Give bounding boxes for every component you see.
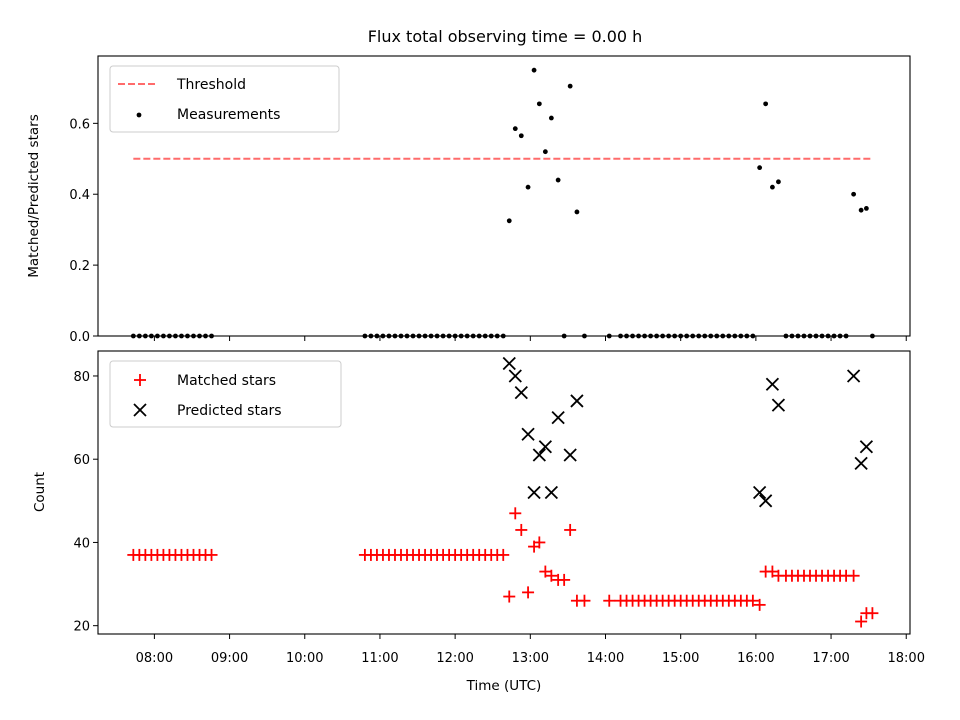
matched-star-point [205, 548, 218, 561]
x-tick-label: 11:00 [361, 651, 398, 666]
measurement-point [757, 165, 763, 171]
matched-star-point [539, 565, 552, 578]
predicted-star-point [752, 485, 767, 500]
x-tick-label: 13:00 [512, 651, 549, 666]
measurement-point [555, 177, 561, 183]
predicted-star-point [538, 440, 552, 454]
predicted-star-point [570, 394, 584, 408]
bottom-panel: 20 40 60 80 08:00 09:00 10:00 11:00 12:00 13:00 1… [32, 350, 925, 694]
legend-matched-swatch [134, 374, 146, 386]
measurement-point [525, 184, 531, 190]
predicted-star-point [854, 456, 868, 471]
bottom-y-axis: 20 40 60 80 [73, 370, 98, 635]
chart-title: Flux total observing time = 0.00 h [368, 27, 643, 46]
bottom-y-tick-label: 80 [73, 370, 90, 385]
top-panel: 0.0 0.2 0.4 0.6 Matched/Predicted stars Thr… [26, 55, 911, 345]
predicted-star-point [532, 448, 546, 462]
matched-star-point [509, 507, 522, 520]
matched-star-point [746, 594, 759, 607]
predicted-star-point [759, 494, 773, 508]
legend-threshold-label: Threshold [176, 77, 246, 93]
measurement-point [506, 218, 512, 224]
measurement-point [567, 83, 573, 89]
predicted-star-point [859, 440, 874, 454]
top-y-tick-label: 0.0 [69, 330, 90, 345]
top-y-axis: 0.0 0.2 0.4 0.6 [69, 117, 98, 345]
matched-star-point [564, 523, 577, 536]
matched-star-point [545, 569, 558, 582]
measurement-point [531, 67, 537, 73]
bottom-y-tick-label: 20 [73, 620, 90, 635]
matched-star-point [855, 615, 868, 628]
measurement-point [776, 179, 781, 185]
matched-star-point [558, 573, 571, 586]
predicted-star-point [521, 427, 535, 441]
legend-measurements-label: Measurements [177, 107, 280, 123]
matched-star-point [847, 569, 860, 582]
predicted-star-point [765, 377, 780, 391]
measurement-point [863, 206, 869, 211]
matched-star-point [522, 586, 535, 599]
bottom-y-tick-label: 40 [73, 536, 90, 551]
x-axis-label: Time (UTC) [466, 678, 542, 694]
matched-star-point [497, 548, 510, 561]
x-tick-label: 09:00 [211, 651, 248, 666]
bottom-plot-marks [127, 356, 879, 628]
matched-star-point [866, 607, 879, 620]
bottom-legend-box [109, 360, 342, 428]
bottom-y-tick-label: 60 [73, 453, 90, 468]
predicted-star-point [771, 398, 786, 412]
measurement-point [548, 115, 554, 121]
x-tick-label: 12:00 [436, 651, 473, 666]
x-tick-label: 08:00 [136, 651, 173, 666]
predicted-star-point [551, 410, 565, 425]
predicted-star-point [514, 385, 528, 400]
matched-star-point [578, 594, 591, 607]
top-legend-box [109, 65, 340, 133]
top-y-axis-label: Matched/Predicted stars [26, 114, 42, 277]
legend-predicted-label: Predicted stars [177, 403, 282, 419]
matched-star-point [515, 523, 528, 536]
top-y-tick-label: 0.6 [69, 117, 90, 132]
matched-star-point [603, 594, 616, 607]
measurement-point [851, 191, 857, 197]
measurement-point [574, 209, 580, 215]
top-x-ticks [153, 336, 907, 341]
bottom-x-axis: 08:00 09:00 10:00 11:00 12:00 13:00 14:00 15:00… [136, 634, 925, 666]
top-plot-frame [97, 55, 911, 337]
measurement-point [770, 184, 775, 190]
x-tick-label: 16:00 [737, 651, 774, 666]
measurement-point [512, 126, 518, 132]
predicted-star-point [527, 485, 541, 500]
predicted-star-point [544, 485, 559, 500]
x-tick-label: 18:00 [888, 651, 925, 666]
bottom-plot-frame [97, 350, 911, 635]
matched-star-point [753, 598, 766, 611]
x-tick-label: 10:00 [286, 651, 323, 666]
measurement-point [536, 101, 542, 107]
predicted-star-point [502, 356, 516, 371]
predicted-star-point [846, 369, 861, 383]
measurement-point [858, 207, 864, 213]
legend-predicted-swatch [133, 403, 147, 417]
top-y-tick-label: 0.4 [69, 188, 90, 203]
top-y-tick-label: 0.2 [69, 259, 90, 274]
matched-star-point [766, 565, 779, 578]
predicted-star-point [508, 369, 522, 383]
legend-matched-label: Matched stars [177, 373, 276, 389]
measurement-point [542, 149, 548, 155]
predicted-star-point [563, 448, 577, 462]
bottom-y-axis-label: Count [32, 472, 48, 512]
legend-measurements-swatch [136, 112, 142, 118]
matched-star-point [503, 590, 516, 603]
bottom-legend: Matched stars Predicted stars [109, 360, 342, 428]
x-tick-label: 15:00 [662, 651, 699, 666]
top-legend: Threshold Measurements [109, 65, 340, 133]
matched-star-point [533, 536, 546, 549]
measurement-point [518, 133, 524, 139]
x-tick-label: 17:00 [812, 651, 849, 666]
measurement-point [763, 101, 769, 107]
x-tick-label: 14:00 [587, 651, 624, 666]
